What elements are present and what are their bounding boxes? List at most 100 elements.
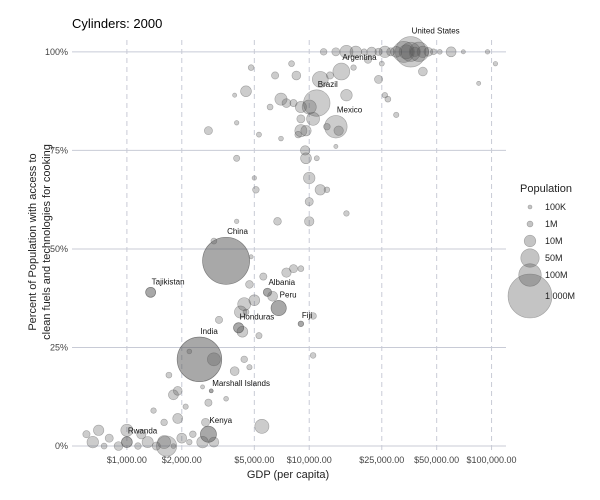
- data-point: [240, 355, 248, 363]
- data-point: [182, 403, 189, 410]
- x-tick-label: $100,000.00: [467, 455, 517, 465]
- data-point: [267, 290, 278, 302]
- data-point: [300, 125, 312, 137]
- data-point: [136, 429, 147, 440]
- data-point: [381, 92, 388, 99]
- data-point: [339, 45, 354, 59]
- data-point: [313, 155, 320, 162]
- data-point: [270, 300, 287, 317]
- data-point: [409, 46, 420, 57]
- data-point: [256, 131, 262, 138]
- data-point: [113, 441, 124, 451]
- data-point: [323, 123, 331, 131]
- legend-label: 100M: [545, 270, 568, 280]
- point-label: Tajikistan: [152, 277, 185, 286]
- data-point: [294, 101, 307, 113]
- data-point: [333, 125, 344, 136]
- data-point: [234, 218, 240, 224]
- data-point: [252, 186, 260, 194]
- data-point: [176, 432, 188, 444]
- legend: Population 100K 1M 10M 50M 100M 1 000M: [507, 183, 575, 319]
- data-point: [332, 62, 351, 81]
- data-point: [233, 154, 241, 162]
- point-label: Honduras: [240, 313, 275, 322]
- legend-key: [520, 248, 540, 268]
- legend-label: 1 000M: [545, 291, 575, 301]
- x-tick-label: $25,000.00: [359, 455, 404, 465]
- y-axis-title: Percent of Population with access to cle…: [27, 144, 53, 340]
- data-point: [248, 254, 254, 260]
- data-point: [423, 47, 434, 57]
- data-point: [312, 71, 329, 88]
- data-point: [304, 216, 315, 227]
- data-point: [323, 186, 331, 193]
- data-point: [378, 60, 385, 67]
- data-point: [172, 386, 183, 396]
- data-point: [349, 45, 362, 58]
- data-point: [121, 436, 133, 448]
- data-point: [296, 114, 306, 124]
- data-point: [208, 436, 220, 448]
- point-label: United States: [412, 27, 460, 36]
- data-point: [233, 322, 245, 334]
- x-tick-label: $2,000.00: [162, 455, 202, 465]
- data-point: [398, 44, 414, 60]
- legend-key: [526, 220, 534, 228]
- data-point: [384, 95, 392, 103]
- data-point: [395, 36, 427, 68]
- data-point: [100, 442, 108, 450]
- data-point: [350, 64, 357, 71]
- data-point: [386, 47, 396, 57]
- point-label: China: [227, 227, 248, 236]
- data-point: [289, 264, 298, 274]
- data-point: [400, 41, 421, 62]
- annotations: United States Argentina Brazil Mexico China T…: [128, 27, 460, 436]
- data-point: [201, 418, 210, 427]
- data-point: [246, 364, 253, 371]
- y-tick-label: 50%: [50, 244, 68, 254]
- data-point: [234, 120, 240, 126]
- data-point: [145, 286, 156, 298]
- data-point: [251, 175, 257, 181]
- legend-label: 50M: [545, 253, 563, 263]
- data-point: [314, 184, 326, 196]
- data-point: [297, 320, 304, 327]
- data-point: [294, 124, 308, 138]
- data-point: [170, 443, 177, 449]
- data-point: [255, 332, 263, 340]
- data-point: [120, 423, 134, 437]
- data-point: [200, 425, 217, 443]
- data-point: [340, 89, 353, 102]
- data-point: [156, 435, 178, 457]
- data-point: [392, 40, 415, 63]
- data-point: [93, 424, 105, 436]
- data-point: [304, 197, 314, 207]
- data-point: [200, 425, 217, 443]
- data-points: [82, 36, 499, 457]
- data-point: [366, 46, 377, 57]
- data-point: [300, 145, 311, 156]
- data-point: [445, 46, 457, 58]
- data-point: [202, 236, 250, 285]
- data-point: [374, 47, 383, 56]
- data-point: [248, 294, 261, 306]
- data-point: [165, 371, 173, 379]
- data-point: [297, 320, 304, 327]
- point-label: Argentina: [342, 53, 377, 62]
- data-point: [274, 92, 288, 106]
- data-point: [232, 92, 238, 98]
- data-point: [240, 85, 252, 97]
- point-label: Kenya: [209, 416, 232, 425]
- point-label: Brazil: [318, 80, 338, 89]
- y-axis-title-line-2: clean fuels and technologies for cooking: [41, 144, 53, 340]
- y-tick-label: 75%: [50, 145, 68, 155]
- x-tick-label: $10,000.00: [287, 455, 332, 465]
- legend-key: [518, 263, 542, 287]
- data-point: [360, 48, 368, 56]
- data-point: [331, 47, 341, 57]
- data-point: [204, 398, 213, 407]
- data-point: [200, 384, 205, 390]
- data-point: [484, 49, 491, 55]
- data-point: [236, 326, 249, 338]
